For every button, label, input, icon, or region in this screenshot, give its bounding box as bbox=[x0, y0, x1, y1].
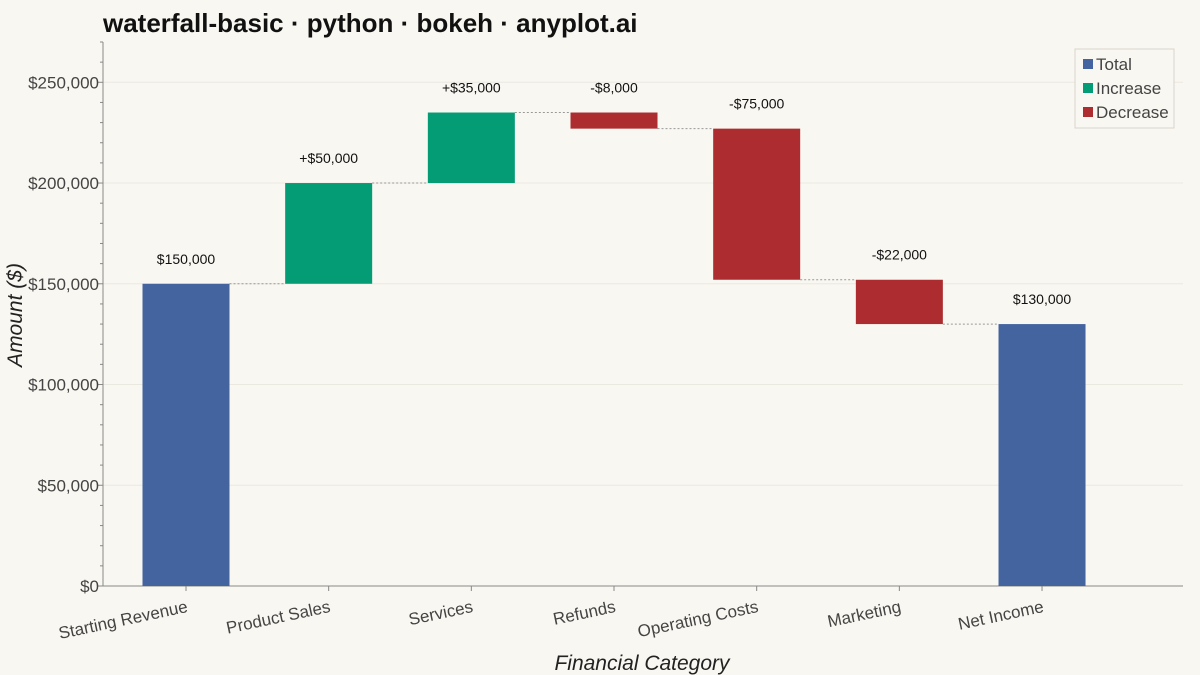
y-tick-label: $0 bbox=[80, 577, 99, 596]
x-tick-label: Net Income bbox=[956, 597, 1045, 634]
legend-label-total: Total bbox=[1096, 55, 1132, 74]
legend-swatch-decrease bbox=[1083, 107, 1093, 117]
data-label: +$35,000 bbox=[442, 80, 501, 96]
legend-label-decrease: Decrease bbox=[1096, 103, 1169, 122]
bar-refunds bbox=[570, 112, 658, 129]
legend-label-increase: Increase bbox=[1096, 79, 1161, 98]
legend: Total Increase Decrease bbox=[1074, 48, 1175, 129]
data-label: -$75,000 bbox=[729, 96, 784, 112]
y-tick-label: $200,000 bbox=[28, 174, 99, 193]
y-tick-label: $50,000 bbox=[38, 476, 99, 495]
data-label: -$8,000 bbox=[590, 80, 638, 96]
legend-swatch-increase bbox=[1083, 83, 1093, 93]
label-layer: $150,000 +$50,000 +$35,000 -$8,000 -$75,000 -… bbox=[157, 80, 1072, 308]
data-label: -$22,000 bbox=[872, 247, 927, 263]
bar-layer bbox=[142, 112, 1086, 586]
x-tick-label: Operating Costs bbox=[636, 597, 760, 641]
bar-starting-revenue bbox=[142, 283, 230, 586]
x-tick-label: Starting Revenue bbox=[57, 597, 189, 643]
connector-layer bbox=[229, 112, 999, 325]
y-tick-label: $250,000 bbox=[28, 73, 99, 92]
legend-swatch-total bbox=[1083, 59, 1093, 69]
bar-product-sales bbox=[285, 183, 373, 284]
x-tick-label: Refunds bbox=[551, 597, 617, 629]
y-tick-label: $150,000 bbox=[28, 275, 99, 294]
y-tick-label: $100,000 bbox=[28, 376, 99, 395]
bar-marketing bbox=[855, 279, 943, 325]
y-axis-title: Amount ($) bbox=[4, 263, 27, 369]
data-label: $130,000 bbox=[1013, 291, 1072, 307]
bar-operating-costs bbox=[713, 128, 801, 280]
x-axis-title: Financial Category bbox=[554, 652, 731, 675]
data-label: +$50,000 bbox=[299, 150, 358, 166]
x-tick-label: Marketing bbox=[826, 597, 903, 631]
bar-services bbox=[427, 112, 515, 184]
chart-title: waterfall-basic · python · bokeh · anypl… bbox=[103, 8, 638, 38]
x-tick-label: Product Sales bbox=[225, 597, 332, 638]
bar-net-income bbox=[998, 324, 1086, 586]
x-tick-label: Services bbox=[407, 597, 475, 629]
data-label: $150,000 bbox=[157, 251, 216, 267]
